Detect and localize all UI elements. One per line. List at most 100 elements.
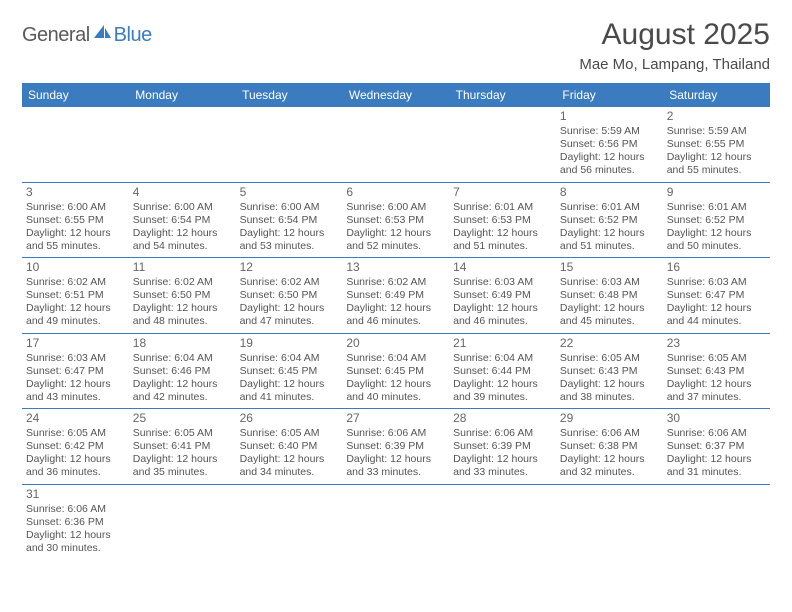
sunrise-line: Sunrise: 6:05 AM xyxy=(667,352,766,365)
sunset-line: Sunset: 6:42 PM xyxy=(26,440,125,453)
calendar-row: 24Sunrise: 6:05 AMSunset: 6:42 PMDayligh… xyxy=(22,409,770,485)
sunrise-line: Sunrise: 6:01 AM xyxy=(453,201,552,214)
sunset-line: Sunset: 6:56 PM xyxy=(560,138,659,151)
calendar-row: 1Sunrise: 5:59 AMSunset: 6:56 PMDaylight… xyxy=(22,107,770,182)
sunrise-line: Sunrise: 6:01 AM xyxy=(560,201,659,214)
daylight-line: Daylight: 12 hours and 51 minutes. xyxy=(560,227,659,253)
sunset-line: Sunset: 6:55 PM xyxy=(26,214,125,227)
day-number: 10 xyxy=(26,260,125,275)
sunrise-line: Sunrise: 6:05 AM xyxy=(133,427,232,440)
calendar-cell xyxy=(236,484,343,559)
day-number: 29 xyxy=(560,411,659,426)
sunset-line: Sunset: 6:52 PM xyxy=(667,214,766,227)
daylight-line: Daylight: 12 hours and 31 minutes. xyxy=(667,453,766,479)
daylight-line: Daylight: 12 hours and 41 minutes. xyxy=(240,378,339,404)
calendar-cell: 23Sunrise: 6:05 AMSunset: 6:43 PMDayligh… xyxy=(663,333,770,409)
sunset-line: Sunset: 6:49 PM xyxy=(346,289,445,302)
sunset-line: Sunset: 6:52 PM xyxy=(560,214,659,227)
sunrise-line: Sunrise: 6:05 AM xyxy=(560,352,659,365)
daylight-line: Daylight: 12 hours and 32 minutes. xyxy=(560,453,659,479)
sunrise-line: Sunrise: 6:02 AM xyxy=(346,276,445,289)
sunrise-line: Sunrise: 6:01 AM xyxy=(667,201,766,214)
calendar-cell: 3Sunrise: 6:00 AMSunset: 6:55 PMDaylight… xyxy=(22,182,129,258)
daylight-line: Daylight: 12 hours and 33 minutes. xyxy=(346,453,445,479)
calendar-row: 3Sunrise: 6:00 AMSunset: 6:55 PMDaylight… xyxy=(22,182,770,258)
calendar-cell: 27Sunrise: 6:06 AMSunset: 6:39 PMDayligh… xyxy=(342,409,449,485)
day-number: 3 xyxy=(26,185,125,200)
sunset-line: Sunset: 6:51 PM xyxy=(26,289,125,302)
daylight-line: Daylight: 12 hours and 37 minutes. xyxy=(667,378,766,404)
calendar-cell: 6Sunrise: 6:00 AMSunset: 6:53 PMDaylight… xyxy=(342,182,449,258)
sunrise-line: Sunrise: 6:06 AM xyxy=(667,427,766,440)
sunset-line: Sunset: 6:50 PM xyxy=(133,289,232,302)
calendar-cell xyxy=(129,484,236,559)
daylight-line: Daylight: 12 hours and 39 minutes. xyxy=(453,378,552,404)
sunrise-line: Sunrise: 6:03 AM xyxy=(26,352,125,365)
calendar-cell xyxy=(342,484,449,559)
calendar-cell: 12Sunrise: 6:02 AMSunset: 6:50 PMDayligh… xyxy=(236,258,343,334)
daylight-line: Daylight: 12 hours and 36 minutes. xyxy=(26,453,125,479)
sunrise-line: Sunrise: 5:59 AM xyxy=(667,125,766,138)
daylight-line: Daylight: 12 hours and 56 minutes. xyxy=(560,151,659,177)
location: Mae Mo, Lampang, Thailand xyxy=(579,56,770,73)
calendar-cell: 19Sunrise: 6:04 AMSunset: 6:45 PMDayligh… xyxy=(236,333,343,409)
calendar-cell xyxy=(449,107,556,182)
sunrise-line: Sunrise: 6:06 AM xyxy=(453,427,552,440)
daylight-line: Daylight: 12 hours and 45 minutes. xyxy=(560,302,659,328)
calendar-cell: 4Sunrise: 6:00 AMSunset: 6:54 PMDaylight… xyxy=(129,182,236,258)
sunset-line: Sunset: 6:46 PM xyxy=(133,365,232,378)
calendar-cell: 2Sunrise: 5:59 AMSunset: 6:55 PMDaylight… xyxy=(663,107,770,182)
day-number: 4 xyxy=(133,185,232,200)
daylight-line: Daylight: 12 hours and 51 minutes. xyxy=(453,227,552,253)
day-number: 20 xyxy=(346,336,445,351)
day-number: 17 xyxy=(26,336,125,351)
calendar-cell xyxy=(342,107,449,182)
sunrise-line: Sunrise: 6:04 AM xyxy=(453,352,552,365)
calendar-cell: 28Sunrise: 6:06 AMSunset: 6:39 PMDayligh… xyxy=(449,409,556,485)
day-number: 26 xyxy=(240,411,339,426)
day-number: 31 xyxy=(26,487,125,502)
sunrise-line: Sunrise: 6:06 AM xyxy=(560,427,659,440)
daylight-line: Daylight: 12 hours and 55 minutes. xyxy=(26,227,125,253)
calendar-cell: 30Sunrise: 6:06 AMSunset: 6:37 PMDayligh… xyxy=(663,409,770,485)
calendar-cell: 20Sunrise: 6:04 AMSunset: 6:45 PMDayligh… xyxy=(342,333,449,409)
calendar-cell: 16Sunrise: 6:03 AMSunset: 6:47 PMDayligh… xyxy=(663,258,770,334)
logo-text-blue: Blue xyxy=(114,24,152,47)
calendar-cell xyxy=(129,107,236,182)
daylight-line: Daylight: 12 hours and 44 minutes. xyxy=(667,302,766,328)
sunset-line: Sunset: 6:47 PM xyxy=(26,365,125,378)
sunset-line: Sunset: 6:53 PM xyxy=(346,214,445,227)
day-number: 11 xyxy=(133,260,232,275)
sunset-line: Sunset: 6:55 PM xyxy=(667,138,766,151)
weekday-header: Saturday xyxy=(663,83,770,107)
calendar-cell: 25Sunrise: 6:05 AMSunset: 6:41 PMDayligh… xyxy=(129,409,236,485)
sunset-line: Sunset: 6:38 PM xyxy=(560,440,659,453)
sunrise-line: Sunrise: 6:02 AM xyxy=(26,276,125,289)
sunset-line: Sunset: 6:39 PM xyxy=(346,440,445,453)
daylight-line: Daylight: 12 hours and 52 minutes. xyxy=(346,227,445,253)
daylight-line: Daylight: 12 hours and 46 minutes. xyxy=(346,302,445,328)
daylight-line: Daylight: 12 hours and 50 minutes. xyxy=(667,227,766,253)
sunrise-line: Sunrise: 6:00 AM xyxy=(133,201,232,214)
daylight-line: Daylight: 12 hours and 48 minutes. xyxy=(133,302,232,328)
daylight-line: Daylight: 12 hours and 46 minutes. xyxy=(453,302,552,328)
calendar-table: SundayMondayTuesdayWednesdayThursdayFrid… xyxy=(22,83,770,559)
sunset-line: Sunset: 6:54 PM xyxy=(133,214,232,227)
calendar-cell: 7Sunrise: 6:01 AMSunset: 6:53 PMDaylight… xyxy=(449,182,556,258)
daylight-line: Daylight: 12 hours and 42 minutes. xyxy=(133,378,232,404)
logo: General Blue xyxy=(22,24,152,47)
title-block: August 2025 Mae Mo, Lampang, Thailand xyxy=(579,18,770,73)
sunrise-line: Sunrise: 6:00 AM xyxy=(346,201,445,214)
day-number: 30 xyxy=(667,411,766,426)
month-title: August 2025 xyxy=(579,18,770,52)
calendar-cell: 29Sunrise: 6:06 AMSunset: 6:38 PMDayligh… xyxy=(556,409,663,485)
sunrise-line: Sunrise: 6:05 AM xyxy=(26,427,125,440)
sunset-line: Sunset: 6:39 PM xyxy=(453,440,552,453)
weekday-header: Tuesday xyxy=(236,83,343,107)
day-number: 16 xyxy=(667,260,766,275)
calendar-cell xyxy=(236,107,343,182)
calendar-cell: 26Sunrise: 6:05 AMSunset: 6:40 PMDayligh… xyxy=(236,409,343,485)
day-number: 9 xyxy=(667,185,766,200)
day-number: 22 xyxy=(560,336,659,351)
sunrise-line: Sunrise: 6:02 AM xyxy=(133,276,232,289)
